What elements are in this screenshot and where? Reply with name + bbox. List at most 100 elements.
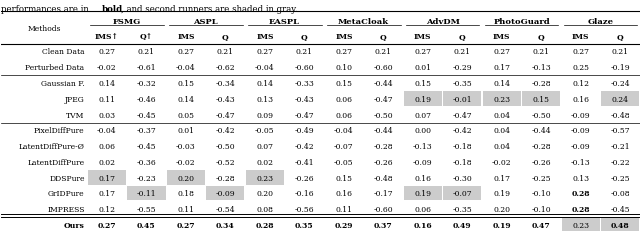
Text: LatentDiffPure: LatentDiffPure [28, 158, 84, 166]
Text: -0.50: -0.50 [374, 111, 393, 119]
Text: -0.60: -0.60 [374, 64, 393, 72]
Text: Q: Q [459, 33, 466, 40]
Text: 0.17: 0.17 [493, 174, 510, 182]
Text: -0.21: -0.21 [611, 143, 630, 150]
Text: -0.13: -0.13 [571, 158, 591, 166]
Text: 0.18: 0.18 [177, 190, 195, 198]
Text: 0.27: 0.27 [414, 48, 431, 56]
Text: 0.14: 0.14 [257, 80, 273, 88]
Text: -0.02: -0.02 [97, 64, 116, 72]
Text: -0.47: -0.47 [216, 111, 235, 119]
Text: 0.19: 0.19 [493, 221, 511, 229]
Text: -0.22: -0.22 [611, 158, 630, 166]
Text: -0.02: -0.02 [176, 158, 196, 166]
Text: 0.27: 0.27 [493, 48, 510, 56]
Text: 0.21: 0.21 [532, 48, 550, 56]
Text: 0.28: 0.28 [572, 205, 590, 213]
Text: -0.17: -0.17 [374, 190, 393, 198]
Text: 0.11: 0.11 [99, 95, 115, 103]
Text: PhotoGuard: PhotoGuard [493, 18, 550, 26]
Text: -0.25: -0.25 [611, 174, 630, 182]
Text: 0.09: 0.09 [257, 111, 273, 119]
Text: PixelDiffPure: PixelDiffPure [34, 127, 84, 135]
Text: 0.21: 0.21 [612, 48, 628, 56]
Text: 0.27: 0.27 [99, 48, 115, 56]
Text: -0.61: -0.61 [136, 64, 156, 72]
Text: 0.02: 0.02 [99, 158, 115, 166]
Bar [483, 92, 521, 106]
Text: 0.13: 0.13 [256, 95, 273, 103]
Text: Q: Q [380, 33, 387, 40]
Text: -0.47: -0.47 [294, 111, 314, 119]
Text: 0.19: 0.19 [414, 95, 431, 103]
Text: -0.54: -0.54 [216, 205, 235, 213]
Text: 0.12: 0.12 [572, 80, 589, 88]
Bar [404, 186, 442, 201]
Text: -0.05: -0.05 [334, 158, 354, 166]
Text: 0.16: 0.16 [335, 190, 353, 198]
Text: 0.21: 0.21 [454, 48, 471, 56]
Text: 0.25: 0.25 [572, 64, 589, 72]
Text: 0.11: 0.11 [177, 205, 195, 213]
Text: -0.42: -0.42 [294, 143, 314, 150]
Text: -0.28: -0.28 [216, 174, 235, 182]
Text: -0.03: -0.03 [176, 143, 196, 150]
Text: -0.04: -0.04 [176, 64, 196, 72]
Text: 0.14: 0.14 [493, 80, 510, 88]
Text: 0.16: 0.16 [572, 95, 589, 103]
Text: Methods: Methods [28, 25, 61, 33]
Text: Clean Data: Clean Data [42, 48, 84, 56]
Text: Perturbed Data: Perturbed Data [26, 64, 84, 72]
Text: 0.15: 0.15 [532, 95, 550, 103]
Text: -0.43: -0.43 [216, 95, 236, 103]
Text: 0.21: 0.21 [217, 48, 234, 56]
Text: -0.50: -0.50 [531, 111, 551, 119]
Text: -0.44: -0.44 [374, 127, 393, 135]
Text: -0.24: -0.24 [611, 80, 630, 88]
Text: -0.47: -0.47 [374, 95, 393, 103]
Text: -0.09: -0.09 [571, 143, 591, 150]
Text: 0.21: 0.21 [375, 48, 392, 56]
Text: -0.10: -0.10 [531, 205, 551, 213]
Text: -0.33: -0.33 [294, 80, 314, 88]
Text: -0.52: -0.52 [216, 158, 235, 166]
Text: -0.60: -0.60 [294, 64, 314, 72]
Text: -0.28: -0.28 [374, 143, 393, 150]
Text: -0.04: -0.04 [255, 64, 275, 72]
Text: 0.20: 0.20 [493, 205, 510, 213]
Text: -0.47: -0.47 [452, 111, 472, 119]
Text: performances are in: performances are in [1, 5, 92, 14]
Text: 0.04: 0.04 [493, 111, 510, 119]
Text: FSMG: FSMG [113, 18, 141, 26]
Text: IMS: IMS [493, 33, 511, 40]
Text: -0.19: -0.19 [611, 64, 630, 72]
Text: -0.50: -0.50 [216, 143, 235, 150]
Text: -0.16: -0.16 [294, 190, 314, 198]
Text: -0.62: -0.62 [216, 64, 235, 72]
Text: 0.17: 0.17 [99, 190, 115, 198]
Text: -0.26: -0.26 [531, 158, 551, 166]
Text: 0.04: 0.04 [493, 127, 510, 135]
Text: -0.02: -0.02 [492, 158, 511, 166]
Text: -0.45: -0.45 [136, 143, 156, 150]
Text: 0.21: 0.21 [296, 48, 313, 56]
Text: IMS: IMS [335, 33, 353, 40]
Text: 0.15: 0.15 [177, 80, 195, 88]
Bar [167, 170, 205, 185]
Text: -0.32: -0.32 [136, 80, 156, 88]
Text: 0.47: 0.47 [532, 221, 550, 229]
Text: IMPRESS: IMPRESS [47, 205, 84, 213]
Text: , and second runners are shaded in gray.: , and second runners are shaded in gray. [121, 5, 298, 14]
Text: Ours: Ours [64, 221, 84, 229]
Text: 0.29: 0.29 [335, 221, 353, 229]
Text: 0.13: 0.13 [572, 174, 589, 182]
Text: 0.20: 0.20 [177, 174, 195, 182]
Text: -0.60: -0.60 [374, 205, 393, 213]
Text: -0.11: -0.11 [136, 190, 156, 198]
Text: -0.35: -0.35 [452, 205, 472, 213]
Text: DDSPure: DDSPure [49, 174, 84, 182]
Text: -0.05: -0.05 [255, 127, 275, 135]
Text: -0.18: -0.18 [452, 143, 472, 150]
Text: Q↑: Q↑ [140, 33, 153, 40]
Text: 0.23: 0.23 [256, 174, 273, 182]
